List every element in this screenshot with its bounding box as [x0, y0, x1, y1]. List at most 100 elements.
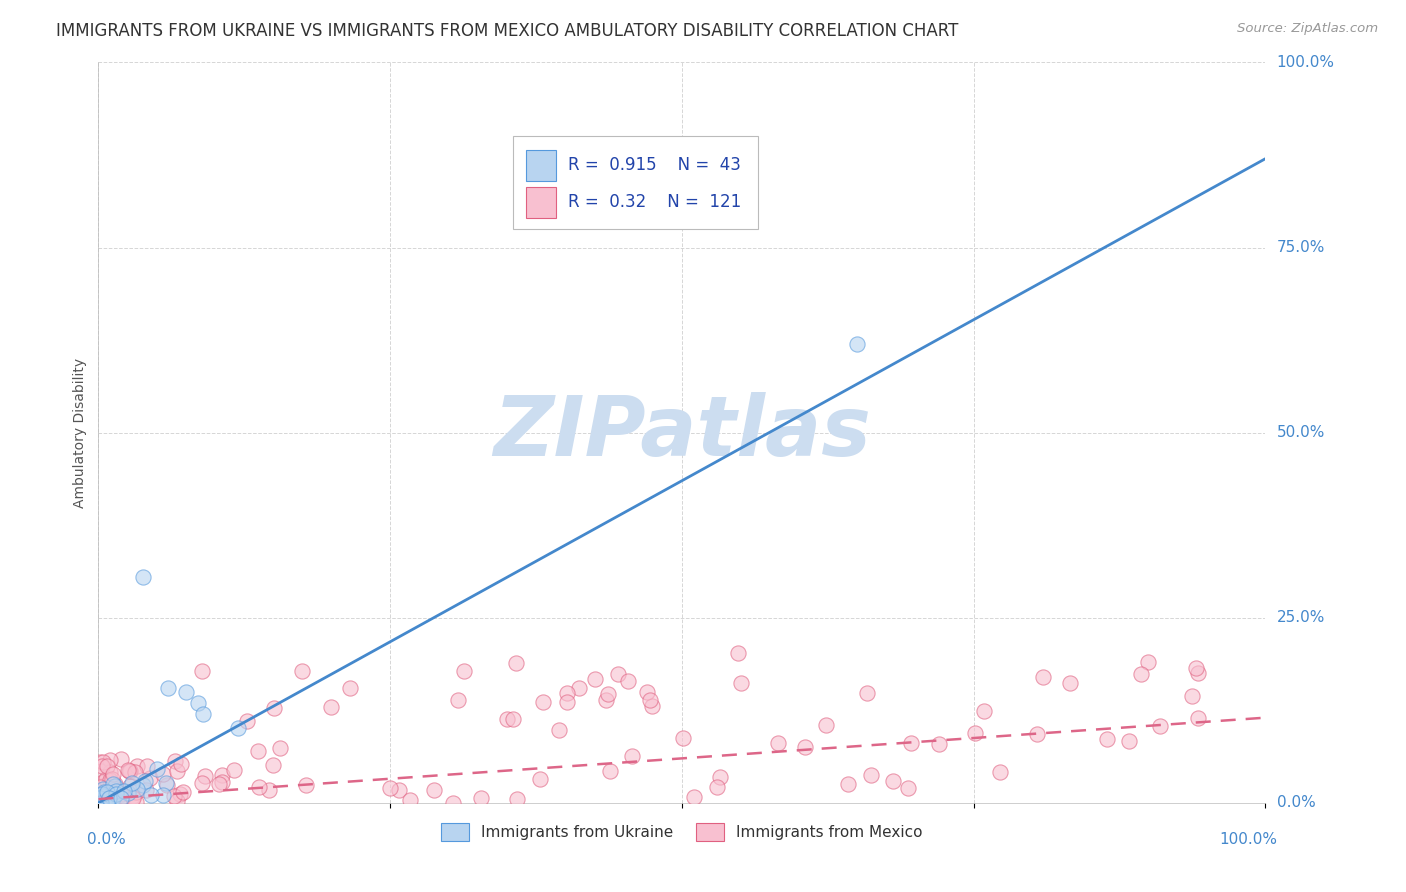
Point	[91, 787, 114, 801]
Point	[599, 764, 621, 778]
Point	[94, 794, 117, 808]
Point	[441, 796, 464, 810]
Point	[496, 712, 519, 726]
Point	[470, 790, 492, 805]
Point	[190, 776, 212, 790]
Point	[103, 790, 125, 805]
Point	[90, 796, 112, 810]
Point	[208, 777, 231, 791]
Point	[169, 787, 191, 801]
Point	[616, 674, 638, 689]
Point	[135, 782, 157, 797]
Point	[121, 776, 143, 790]
Point	[131, 778, 153, 792]
Point	[193, 706, 215, 721]
Point	[110, 790, 132, 805]
Point	[120, 764, 142, 779]
Point	[531, 695, 554, 709]
Point	[506, 791, 529, 805]
Point	[228, 721, 250, 735]
Point	[1059, 675, 1081, 690]
Text: 50.0%: 50.0%	[1277, 425, 1324, 440]
Point	[856, 686, 879, 700]
Point	[105, 787, 128, 801]
Point	[794, 739, 817, 754]
Point	[900, 736, 922, 750]
Point	[112, 789, 135, 803]
Point	[882, 774, 904, 789]
Point	[1187, 666, 1209, 681]
Point	[388, 782, 411, 797]
Point	[606, 667, 628, 681]
Point	[172, 785, 194, 799]
Point	[1149, 718, 1171, 732]
Point	[90, 764, 112, 778]
Point	[118, 779, 141, 793]
Point	[1095, 731, 1118, 746]
Point	[89, 791, 111, 805]
Point	[187, 696, 209, 710]
Point	[768, 736, 790, 750]
Point	[190, 665, 212, 679]
Point	[672, 731, 695, 746]
Point	[1136, 655, 1159, 669]
Point	[174, 685, 197, 699]
Point	[125, 781, 148, 796]
Point	[224, 764, 246, 778]
Point	[548, 723, 571, 737]
Text: R =  0.32    N =  121: R = 0.32 N = 121	[568, 194, 741, 211]
Point	[145, 762, 167, 776]
Point	[104, 779, 127, 793]
Text: IMMIGRANTS FROM UKRAINE VS IMMIGRANTS FROM MEXICO AMBULATORY DISABILITY CORRELAT: IMMIGRANTS FROM UKRAINE VS IMMIGRANTS FR…	[56, 22, 959, 40]
Point	[97, 796, 120, 810]
Point	[1118, 733, 1140, 747]
Point	[98, 753, 121, 767]
Point	[263, 701, 285, 715]
Text: Source: ZipAtlas.com: Source: ZipAtlas.com	[1237, 22, 1378, 36]
Point	[846, 336, 869, 351]
Point	[91, 775, 114, 789]
Point	[291, 664, 314, 678]
Point	[125, 795, 148, 809]
Point	[117, 763, 139, 777]
Point	[90, 794, 112, 808]
Point	[1032, 670, 1054, 684]
Point	[98, 791, 121, 805]
Point	[89, 796, 111, 810]
Point	[295, 778, 318, 792]
Point	[236, 714, 259, 729]
Point	[1184, 661, 1206, 675]
Point	[103, 781, 125, 796]
Point	[555, 695, 578, 709]
Point	[132, 570, 155, 584]
Point	[139, 772, 162, 786]
Point	[96, 759, 118, 773]
Point	[96, 785, 118, 799]
Legend: Immigrants from Ukraine, Immigrants from Mexico: Immigrants from Ukraine, Immigrants from…	[436, 817, 928, 847]
Point	[709, 770, 731, 784]
Point	[117, 764, 139, 778]
Point	[122, 789, 145, 803]
Point	[1181, 690, 1204, 704]
Point	[89, 796, 111, 810]
Point	[155, 775, 177, 789]
Point	[1187, 711, 1209, 725]
Point	[211, 767, 233, 781]
Text: 100.0%: 100.0%	[1219, 832, 1277, 847]
Point	[101, 767, 124, 781]
Point	[636, 684, 658, 698]
Text: R =  0.915    N =  43: R = 0.915 N = 43	[568, 156, 741, 174]
Point	[453, 664, 475, 678]
Point	[94, 792, 117, 806]
Point	[727, 646, 749, 660]
Point	[98, 764, 121, 779]
Text: 25.0%: 25.0%	[1277, 610, 1324, 625]
Point	[973, 704, 995, 718]
Point	[156, 778, 179, 792]
Point	[1129, 667, 1152, 681]
Point	[91, 759, 114, 773]
Point	[91, 755, 114, 769]
Point	[706, 780, 728, 794]
Point	[166, 764, 188, 778]
Point	[815, 718, 838, 732]
